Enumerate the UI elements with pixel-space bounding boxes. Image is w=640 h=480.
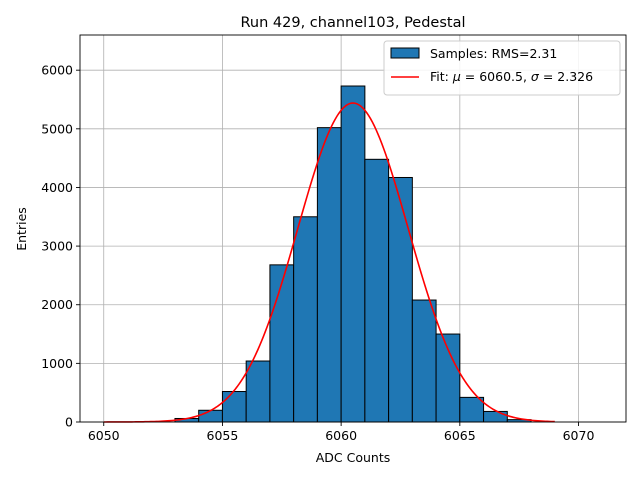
- chart-title: Run 429, channel103, Pedestal: [240, 15, 465, 31]
- histogram-bar: [340, 85, 366, 423]
- x-tick-label: 6060: [325, 428, 357, 443]
- histogram-bar: [269, 264, 295, 423]
- y-tick-label: 2000: [41, 297, 73, 312]
- legend-label-samples: Samples: RMS=2.31: [430, 46, 557, 61]
- histogram-bar: [316, 127, 342, 423]
- histogram-bar: [364, 158, 390, 423]
- y-tick-label: 5000: [41, 121, 73, 136]
- y-axis-label: Entries: [14, 207, 29, 251]
- y-tick-label: 3000: [41, 239, 73, 254]
- y-axis-ticks: 0 1000 2000 3000 4000 5000 6000: [41, 63, 80, 430]
- histogram-bar: [388, 176, 413, 423]
- histogram-bars: [174, 85, 532, 423]
- x-tick-label: 6065: [444, 428, 476, 443]
- x-axis-ticks: 6050 6055 6060 6065 6070: [88, 422, 595, 443]
- x-axis-label: ADC Counts: [316, 450, 391, 465]
- y-tick-label: 6000: [41, 63, 73, 78]
- legend-box: [383, 40, 621, 96]
- legend-label-fit: Fit: μ = 6060.5, σ = 2.326: [430, 69, 593, 84]
- histogram-bar: [411, 299, 437, 423]
- histogram-bar: [293, 216, 318, 423]
- y-tick-label: 0: [65, 415, 73, 430]
- histogram-bar: [198, 409, 223, 423]
- histogram-bar: [483, 410, 508, 423]
- histogram-bar: [221, 391, 247, 423]
- histogram-bar: [459, 396, 485, 423]
- x-tick-label: 6055: [207, 428, 239, 443]
- y-tick-label: 4000: [41, 180, 73, 195]
- histogram-bar: [245, 360, 271, 423]
- plot-frame: [79, 34, 627, 423]
- legend-swatch-samples: [390, 47, 420, 59]
- x-tick-label: 6050: [88, 428, 120, 443]
- x-tick-label: 6070: [563, 428, 595, 443]
- histogram-bar: [435, 333, 461, 423]
- y-tick-label: 1000: [41, 356, 73, 371]
- legend: Samples: RMS=2.31 Fit: μ = 6060.5, σ = 2…: [383, 40, 621, 96]
- fit-curve: [103, 102, 555, 423]
